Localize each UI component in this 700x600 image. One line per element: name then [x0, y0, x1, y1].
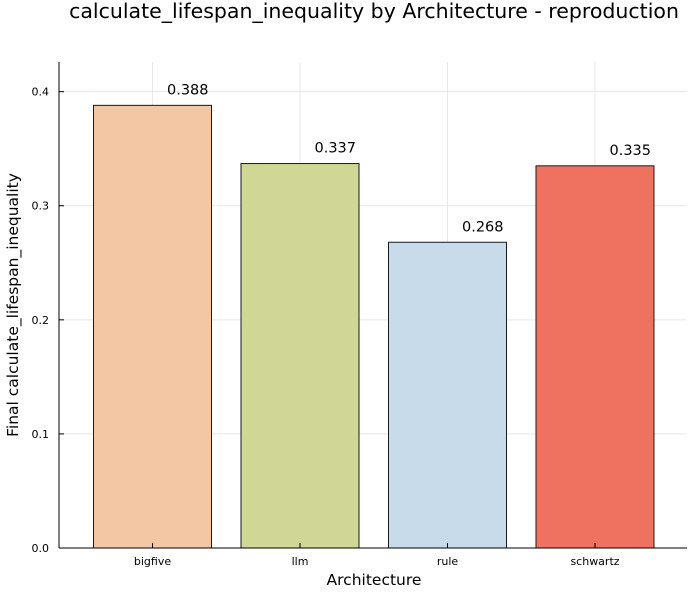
y-tick-label: 0.3	[32, 200, 50, 213]
x-axis-label: Architecture	[327, 571, 422, 589]
y-tick-label: 0.4	[32, 86, 50, 99]
bars	[93, 104, 655, 549]
bar-schwartz	[535, 165, 655, 549]
bar-rule	[388, 241, 507, 549]
y-axis-label: Final calculate_lifespan_inequality	[4, 173, 23, 437]
data-labels: 0.388 0.337 0.268 0.335	[167, 82, 651, 235]
bar-bigfive	[93, 104, 212, 549]
data-label-bigfive: 0.388	[167, 82, 209, 98]
bar-llm	[240, 163, 360, 549]
x-tick-label: rule	[437, 555, 459, 568]
chart-title: calculate_lifespan_inequality by Archite…	[69, 0, 679, 24]
y-tick-label: 0.1	[32, 428, 50, 441]
x-tick-label: bigfive	[134, 555, 171, 568]
x-tick-label: schwartz	[570, 555, 619, 568]
data-label-schwartz: 0.335	[609, 143, 651, 159]
data-label-rule: 0.268	[462, 219, 504, 235]
axes: 0.0 0.1 0.2 0.3 0.4 bigfive llm rule schwartz	[32, 62, 687, 568]
data-label-llm: 0.337	[314, 141, 356, 157]
y-tick-label: 0.0	[32, 542, 50, 555]
y-tick-label: 0.2	[32, 314, 50, 327]
x-tick-label: llm	[292, 555, 309, 568]
